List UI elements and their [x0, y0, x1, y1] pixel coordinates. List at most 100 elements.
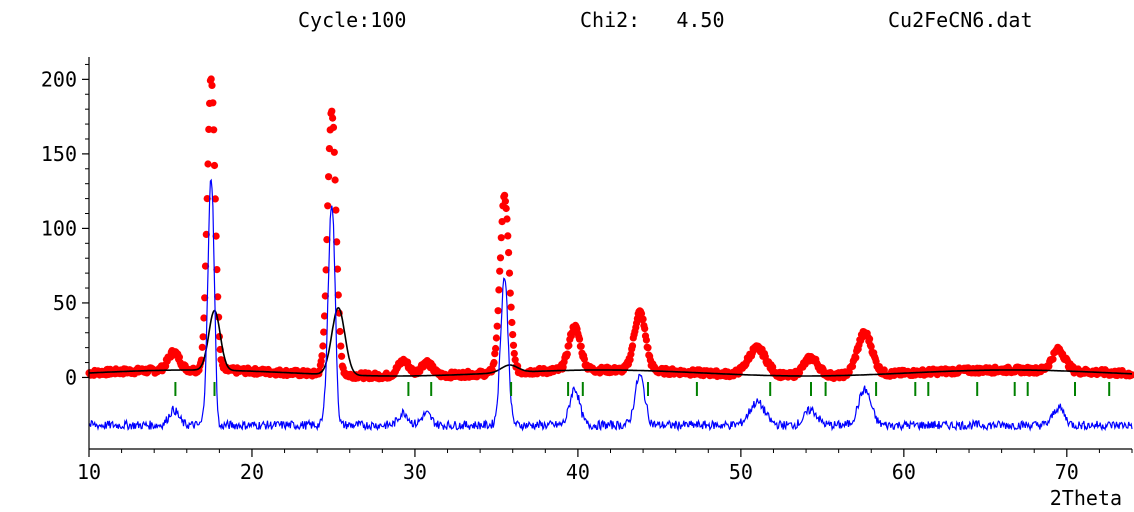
x-tick-label: 70 [1055, 460, 1079, 484]
observed-point [507, 303, 515, 311]
observed-point [200, 314, 208, 322]
observed-point [641, 325, 649, 333]
y-tick-label: 200 [41, 67, 77, 91]
observed-point [493, 322, 501, 330]
observed-point [202, 230, 210, 238]
observed-point [331, 176, 339, 184]
observed-point [203, 195, 211, 203]
observed-point [494, 307, 502, 315]
observed-point [563, 350, 571, 358]
difference-series [88, 178, 1133, 432]
observed-point [508, 318, 516, 327]
observed-point [848, 362, 857, 370]
observed-point [769, 363, 777, 371]
observed-point [333, 238, 341, 246]
observed-point [337, 342, 345, 350]
observed-point [509, 341, 518, 349]
observed-point [504, 232, 512, 240]
observed-point [501, 191, 509, 199]
observed-point [506, 289, 514, 297]
y-tick-label: 0 [65, 365, 77, 389]
observed-point [323, 236, 331, 244]
observed-point [642, 336, 651, 344]
observed-point [496, 267, 504, 275]
observed-point [199, 333, 207, 341]
observed-point [201, 262, 210, 270]
observed-point [336, 327, 344, 336]
observed-point [210, 161, 219, 170]
observed-point [204, 160, 212, 168]
observed-point [324, 202, 332, 210]
observed-point [580, 355, 589, 363]
observed-point [627, 350, 635, 358]
chi2-label: Chi2: 4.50 [580, 8, 725, 32]
observed-point [325, 173, 333, 181]
observed-point [639, 315, 647, 323]
observed-point [501, 197, 509, 205]
observed-point [511, 356, 519, 364]
observed-point [510, 349, 518, 358]
observed-point [565, 341, 573, 350]
observed-point [329, 114, 337, 122]
observed-point [211, 195, 219, 203]
x-tick-label: 10 [77, 460, 101, 484]
observed-point [208, 81, 216, 89]
observed-point [509, 331, 517, 339]
observed-series [85, 75, 1134, 383]
observed-point [577, 342, 585, 350]
observed-point [317, 357, 325, 365]
observed-point [867, 343, 875, 351]
observed-point [644, 344, 652, 352]
observed-point [320, 328, 328, 336]
observed-point [201, 294, 209, 302]
axes: 0 50 100 150 200 10 20 30 40 50 60 70 [41, 57, 1133, 484]
observed-point [628, 342, 637, 350]
observed-point [575, 335, 584, 343]
observed-point [198, 343, 206, 351]
observed-point [502, 204, 510, 213]
observed-point [490, 358, 498, 367]
observed-point [322, 266, 330, 274]
observed-point [637, 310, 646, 318]
observed-point [329, 123, 338, 131]
observed-point [492, 344, 500, 353]
x-tick-label: 30 [403, 460, 427, 484]
observed-point [328, 107, 336, 115]
bragg-markers [174, 382, 1111, 396]
observed-point [1049, 355, 1057, 363]
x-tick-label: 50 [729, 460, 753, 484]
observed-point [334, 291, 342, 299]
observed-point [209, 99, 217, 107]
x-tick-label: 40 [566, 460, 590, 484]
cycle-label: Cycle:100 [298, 8, 407, 32]
y-tick-label: 150 [41, 142, 77, 166]
observed-point [175, 353, 183, 361]
observed-point [321, 292, 329, 300]
observed-point [503, 215, 511, 223]
observed-point [332, 206, 340, 214]
observed-point [505, 249, 513, 257]
observed-point [320, 312, 329, 320]
observed-point [333, 265, 342, 273]
observed-point [338, 352, 346, 360]
observed-point [210, 126, 218, 134]
x-axis-label: 2Theta [1050, 486, 1122, 510]
x-tick-label: 60 [892, 460, 916, 484]
observed-point [319, 342, 327, 350]
observed-point [207, 75, 215, 83]
filename-label: Cu2FeCN6.dat [888, 8, 1033, 32]
x-tick-label: 20 [240, 460, 264, 484]
calculated-line [88, 306, 1132, 377]
observed-point [866, 335, 874, 343]
observed-point [492, 334, 500, 342]
observed-point [330, 148, 338, 156]
observed-point [496, 254, 505, 262]
observed-point [318, 352, 326, 360]
observed-point [495, 286, 503, 294]
observed-point [213, 266, 221, 274]
y-tick-label: 100 [41, 216, 77, 240]
difference-line [88, 178, 1133, 432]
observed-point [325, 145, 333, 153]
calculated-series [88, 306, 1132, 377]
